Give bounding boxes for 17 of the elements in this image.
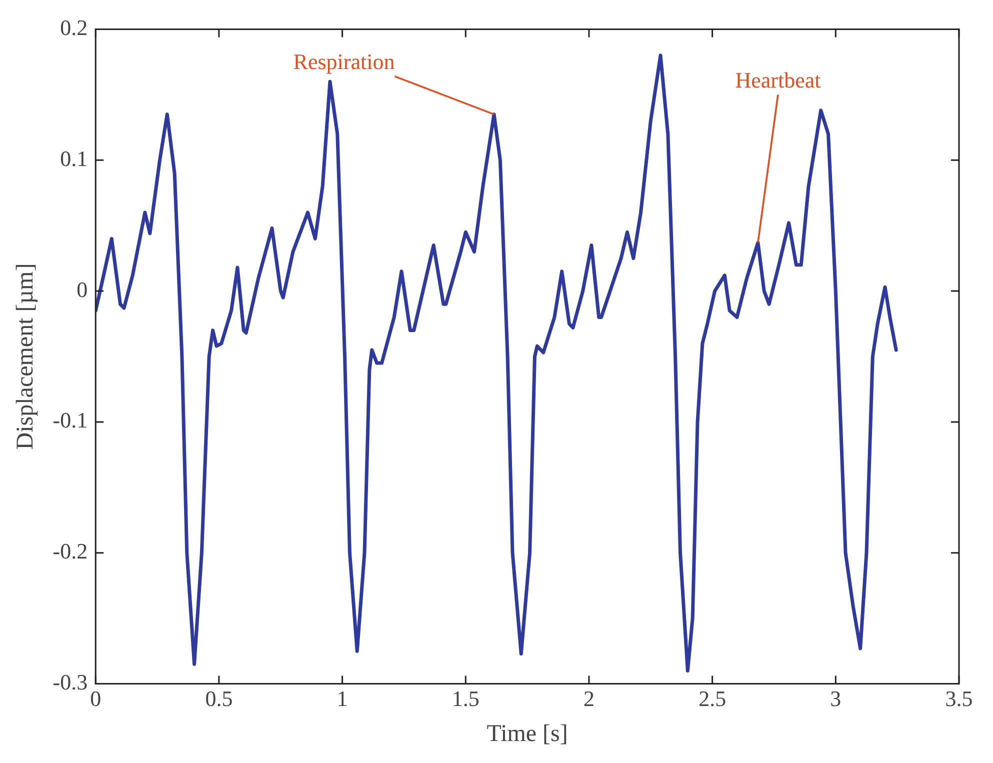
y-tick-label: 0.1 — [60, 146, 88, 171]
y-tick-label: -0.2 — [52, 538, 88, 564]
y-tick-label: -0.3 — [52, 670, 88, 695]
x-tick-label: 1 — [336, 686, 348, 711]
x-tick-label: 1.5 — [452, 686, 480, 711]
x-axis-title: Time [s] — [486, 720, 568, 747]
y-tick-label: 0 — [76, 276, 88, 302]
x-tick-label: 0.5 — [205, 686, 233, 711]
x-tick-label: 3 — [830, 686, 842, 711]
x-tick-label: 3.5 — [945, 686, 973, 711]
x-tick-label: 2.5 — [698, 686, 726, 711]
y-tick-label: -0.1 — [52, 408, 88, 433]
annotation: Respiration — [293, 49, 395, 74]
annotation: Heartbeat — [735, 67, 821, 92]
x-tick-label: 2 — [583, 686, 594, 711]
y-axis-title: Displacement [µm] — [12, 263, 39, 450]
y-tick-label: 0.2 — [60, 14, 88, 40]
